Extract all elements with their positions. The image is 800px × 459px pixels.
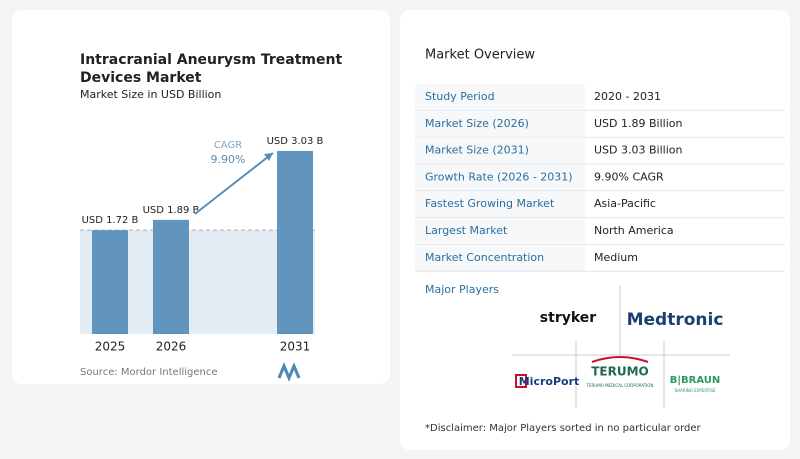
row-label: Growth Rate (2026 - 2031): [425, 170, 573, 183]
player-logo: B|BRAUN: [670, 375, 721, 386]
player-logo: TERUMO MEDICAL CORPORATION: [586, 383, 654, 388]
chart-title: Intracranial Aneurysm Treatment Devices M…: [80, 52, 342, 86]
row-background: [415, 218, 585, 244]
row-value: 2020 - 2031: [594, 90, 661, 103]
players-title: Major Players: [425, 283, 499, 296]
row-value: Asia-Pacific: [594, 197, 656, 210]
value-label: USD 3.03 B: [267, 136, 324, 147]
row-value: North America: [594, 224, 674, 237]
bar: [277, 151, 313, 334]
player-logo: stryker: [540, 310, 596, 326]
x-tick-label: 2026: [156, 340, 187, 354]
microport-icon: [515, 374, 527, 388]
row-label: Market Size (2031): [425, 144, 529, 157]
x-tick-label: 2025: [95, 340, 126, 354]
row-label: Fastest Growing Market: [425, 197, 555, 210]
row-background: [415, 137, 585, 164]
bar: [153, 219, 189, 334]
disclaimer: *Disclaimer: Major Players sorted in no …: [425, 423, 702, 434]
source-logo: [277, 362, 301, 382]
row-label: Market Size (2026): [425, 117, 529, 130]
x-tick-label: 2031: [280, 340, 311, 354]
row-label: Study Period: [425, 90, 495, 103]
row-value: USD 1.89 Billion: [594, 117, 682, 130]
cagr-arrow: [194, 152, 274, 215]
player-logo: MicroPort: [519, 375, 580, 388]
overview-title: Market Overview: [425, 48, 535, 63]
value-label: USD 1.72 B: [82, 215, 139, 226]
cagr-value: 9.90%: [211, 153, 246, 166]
row-value: USD 3.03 Billion: [594, 144, 682, 157]
bar: [92, 230, 128, 334]
row-background: [415, 110, 585, 137]
logo-mark: [277, 362, 301, 382]
row-value: Medium: [594, 251, 638, 264]
player-logo: SHARING EXPERTISE: [675, 388, 716, 393]
value-label: USD 1.89 B: [143, 205, 200, 216]
terumo-swoosh: [591, 356, 649, 363]
row-label: Largest Market: [425, 224, 508, 237]
row-value: 9.90% CAGR: [594, 170, 664, 183]
row-background: [415, 84, 585, 110]
source: Source: Mordor Intelligence: [80, 367, 218, 378]
chart-subtitle: Market Size in USD Billion: [80, 88, 221, 101]
row-background: [415, 244, 585, 271]
row-background: [415, 164, 585, 191]
player-logo: Medtronic: [627, 310, 724, 330]
cagr-arrowhead: [264, 153, 273, 161]
row-background: [415, 191, 585, 218]
player-logo: TERUMO: [591, 365, 649, 379]
cagr-label: CAGR: [214, 140, 242, 151]
row-label: Market Concentration: [425, 251, 544, 264]
